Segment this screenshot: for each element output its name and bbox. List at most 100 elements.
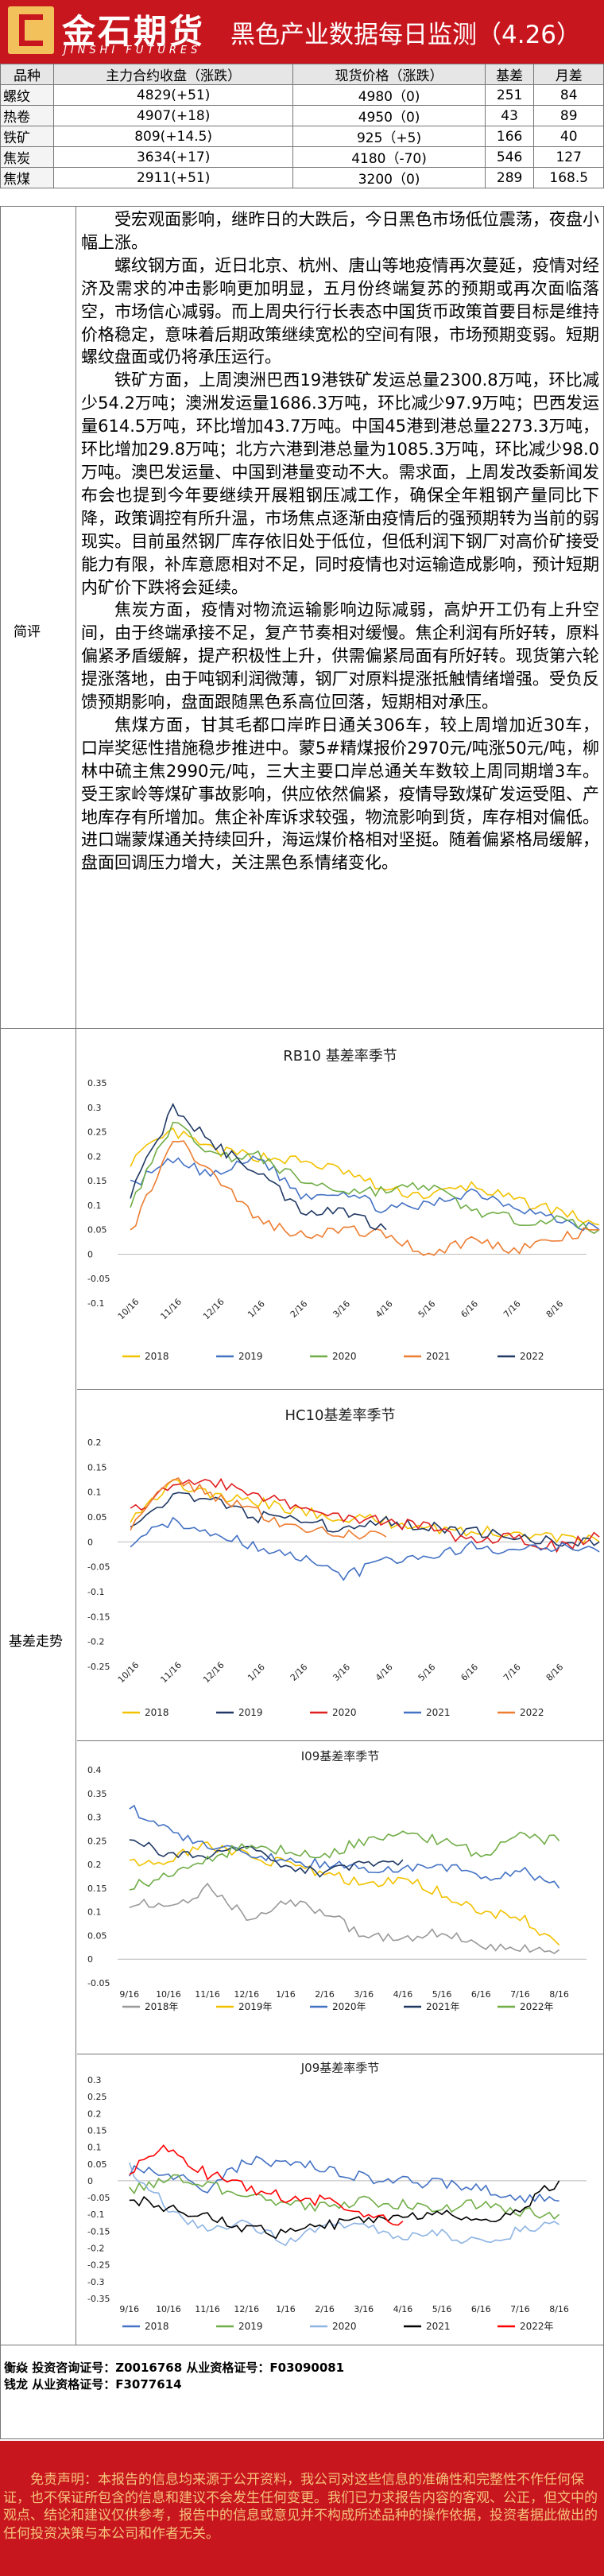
j09-basis-chart: J09基差率季节 0.3 0.25 0.2 0.15 0.1 0.05 0 -0.05 -0.1 -… bbox=[78, 2056, 602, 2342]
y-tick-label: 0.3 bbox=[87, 1103, 102, 1113]
futures-close: 4907(+18) bbox=[52, 105, 294, 126]
analyst-line: 衡焱 投资咨询证号：Z0016768 从业资格证号：F03090081 bbox=[4, 2361, 345, 2375]
y-tick-label: 0.1 bbox=[87, 1907, 102, 1918]
series-line bbox=[129, 2180, 560, 2240]
hc10-chart-svg: HC10基差率季节 0.2 0.15 0.1 0.05 0 -0.05 -0.1 -0.15 -0… bbox=[87, 1407, 600, 1718]
series-line bbox=[130, 1477, 600, 1554]
table-row: 焦煤 2911(+51) 3200（0) 289 168.5 bbox=[0, 167, 604, 188]
legend-label: 2020 bbox=[332, 1351, 357, 1362]
x-tick-label: 3/16 bbox=[354, 2304, 374, 2314]
x-tick-label: 12/16 bbox=[201, 1297, 226, 1322]
y-tick-label: -0.05 bbox=[87, 1978, 110, 1988]
legend-label: 2022 bbox=[520, 1707, 544, 1718]
table-row: 铁矿 809(+14.5) 925（+5) 166 40 bbox=[0, 126, 604, 147]
commentary-paragraph: 受宏观面影响，继昨日的大跌后，今日黑色市场低位震荡，夜盘小幅上涨。 bbox=[81, 210, 599, 252]
basis-label-cell: 基差走势 bbox=[1, 1029, 76, 2345]
y-tick-label: 0.05 bbox=[87, 2159, 107, 2170]
j09-chart-svg: J09基差率季节 0.3 0.25 0.2 0.15 0.1 0.05 0 -0.05 -0.1 -… bbox=[87, 2061, 587, 2332]
x-tick-label: 8/16 bbox=[544, 1662, 566, 1683]
y-tick-label: -0.35 bbox=[87, 2294, 110, 2304]
legend-label: 2022年 bbox=[520, 2001, 554, 2012]
x-tick-label: 12/16 bbox=[234, 1989, 259, 2000]
y-tick-label: -0.05 bbox=[87, 1562, 110, 1573]
x-tick-label: 9/16 bbox=[119, 1989, 139, 2000]
chart-title: I09基差率季节 bbox=[301, 1749, 380, 1763]
y-tick-label: -0.05 bbox=[87, 1274, 110, 1284]
product-name: 螺纹 bbox=[0, 84, 54, 106]
y-tick-label: 0 bbox=[87, 1249, 93, 1259]
x-tick-label: 1/16 bbox=[246, 1298, 267, 1320]
chart-divider bbox=[77, 1740, 603, 1741]
y-tick-label: 0.25 bbox=[87, 2092, 107, 2102]
legend-label: 2019 bbox=[238, 2321, 263, 2332]
product-name: 焦炭 bbox=[0, 146, 54, 168]
x-tick-label: 7/16 bbox=[510, 1989, 530, 2000]
y-tick-label: -0.2 bbox=[87, 2244, 104, 2254]
basis-chart-section: 基差走势 RB10 基差率季节 0.35 0.3 0.25 0.2 0.15 0.1 0.05… bbox=[0, 1029, 604, 2345]
month-spread: 168.5 bbox=[533, 167, 604, 188]
report-header: 金石期货 JINSHI FUTURES 黑色产业数据每日监测（4.26） bbox=[0, 0, 604, 64]
basis-value: 166 bbox=[484, 126, 535, 147]
basis-value: 43 bbox=[484, 105, 535, 126]
rb10-chart-svg: RB10 基差率季节 0.35 0.3 0.25 0.2 0.15 0.1 0.05 0 -0.0… bbox=[87, 1048, 600, 1362]
column-header: 主力合约收盘（涨跌） bbox=[52, 64, 294, 85]
x-tick-label: 10/16 bbox=[116, 1297, 141, 1322]
x-tick-label: 11/16 bbox=[195, 1989, 220, 2000]
y-tick-label: 0.1 bbox=[87, 2143, 102, 2153]
y-tick-label: -0.05 bbox=[87, 2193, 110, 2203]
table-row: 热卷 4907(+18) 4950（0) 43 89 bbox=[0, 105, 604, 126]
legend-label: 2019 bbox=[238, 1351, 263, 1362]
series-line bbox=[130, 1121, 600, 1235]
series-line bbox=[130, 1155, 600, 1232]
commentary-label: 简评 bbox=[14, 624, 41, 640]
y-tick-label: 0.05 bbox=[87, 1512, 107, 1523]
x-tick-label: 11/16 bbox=[158, 1660, 184, 1686]
i09-basis-chart: I09基差率季节 0.4 0.35 0.3 0.25 0.2 0.15 0.1 0.05 0 -0.… bbox=[78, 1744, 602, 2050]
legend-label: 2020年 bbox=[332, 2001, 366, 2012]
spot-price: 4180（-70) bbox=[292, 146, 486, 168]
legend-label: 2021年 bbox=[426, 2001, 460, 2012]
series-line bbox=[129, 2155, 559, 2204]
x-tick-label: 1/16 bbox=[276, 2304, 296, 2314]
x-tick-label: 6/16 bbox=[471, 1989, 491, 2000]
commentary-section: 简评 受宏观面影响，继昨日的大跌后，今日黑色市场低位震荡，夜盘小幅上涨。 螺纹钢… bbox=[0, 206, 604, 1029]
series-line bbox=[129, 2174, 560, 2220]
x-tick-label: 4/16 bbox=[374, 1662, 395, 1683]
column-header: 品种 bbox=[0, 64, 54, 85]
series-line bbox=[130, 1516, 600, 1581]
series-line bbox=[129, 1839, 404, 1878]
x-tick-label: 4/16 bbox=[393, 2304, 413, 2314]
series-line bbox=[130, 1140, 600, 1256]
futures-close: 3634(+17) bbox=[52, 146, 294, 168]
series-line bbox=[129, 2144, 404, 2226]
commentary-paragraph: 焦煤方面，甘其毛都口岸昨日通关306车，较上周增加近30车，口岸奖惩性措施稳步推… bbox=[81, 715, 599, 873]
product-name: 焦煤 bbox=[0, 167, 54, 188]
legend-label: 2019年 bbox=[238, 2001, 273, 2012]
x-tick-label: 6/16 bbox=[471, 2304, 491, 2314]
legend-label: 2021 bbox=[426, 1707, 451, 1718]
commentary-paragraph: 焦炭方面，疫情对物流运输影响边际减弱，高炉开工仍有上升空间，由于终端承接不足，复… bbox=[81, 600, 599, 712]
futures-close: 4829(+51) bbox=[52, 84, 294, 106]
basis-label: 基差走势 bbox=[9, 1634, 63, 1650]
rb10-basis-chart: RB10 基差率季节 0.35 0.3 0.25 0.2 0.15 0.1 0.05 0 -0.0… bbox=[78, 1037, 602, 1379]
legend-label: 2020 bbox=[332, 2321, 357, 2332]
legend-label: 2021 bbox=[426, 1351, 451, 1362]
x-tick-label: 7/16 bbox=[501, 1662, 523, 1683]
chart-title: J09基差率季节 bbox=[300, 2061, 380, 2075]
x-tick-label: 8/16 bbox=[549, 2304, 569, 2314]
series-line bbox=[130, 1479, 600, 1544]
futures-close: 2911(+51) bbox=[52, 167, 294, 188]
report-title: 黑色产业数据每日监测（4.26） bbox=[230, 21, 582, 49]
y-tick-label: 0.4 bbox=[87, 1765, 102, 1775]
x-tick-label: 11/16 bbox=[158, 1297, 184, 1322]
commentary-paragraph: 铁矿方面，上周澳洲巴西19港铁矿发运总量2300.8万吨，环比减少54.2万吨；… bbox=[81, 370, 599, 597]
month-spread: 127 bbox=[533, 146, 604, 168]
y-tick-label: 0 bbox=[87, 2176, 93, 2186]
series-line bbox=[129, 2162, 560, 2247]
commentary-paragraph: 螺纹钢方面，近日北京、杭州、唐山等地疫情再次蔓延，疫情对经济及需求的冲击影响更加… bbox=[81, 255, 599, 367]
legend-label: 2018 bbox=[145, 1351, 169, 1362]
y-tick-label: -0.1 bbox=[87, 1587, 104, 1597]
x-tick-label: 12/16 bbox=[201, 1660, 226, 1686]
legend-label: 2022年 bbox=[520, 2321, 554, 2332]
